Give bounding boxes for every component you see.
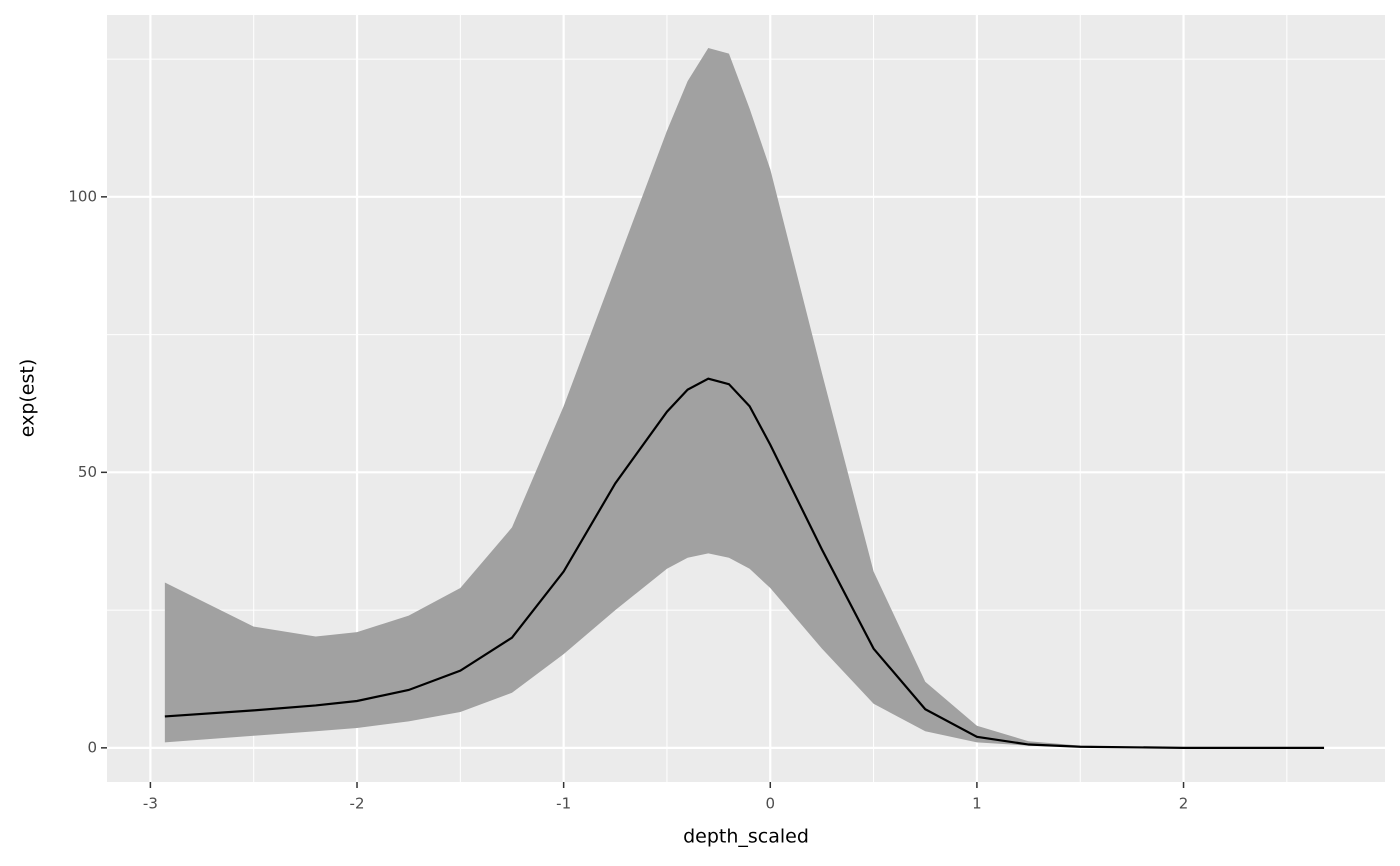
x-tick-label: 1 bbox=[972, 795, 982, 813]
x-tick-label: -1 bbox=[556, 795, 571, 813]
y-tick-label: 50 bbox=[78, 463, 97, 481]
x-tick-label: 0 bbox=[766, 795, 776, 813]
x-axis-title: depth_scaled bbox=[683, 826, 809, 848]
confidence-ribbon bbox=[164, 48, 1325, 748]
x-tick-label: 2 bbox=[1179, 795, 1189, 813]
x-tick-label: -2 bbox=[350, 795, 365, 813]
y-tick-label: 100 bbox=[68, 187, 97, 205]
x-tick-label: -3 bbox=[143, 795, 158, 813]
line bbox=[164, 377, 1325, 749]
y-tick-label: 0 bbox=[87, 738, 97, 756]
y-axis-title: exp(est) bbox=[17, 359, 39, 438]
